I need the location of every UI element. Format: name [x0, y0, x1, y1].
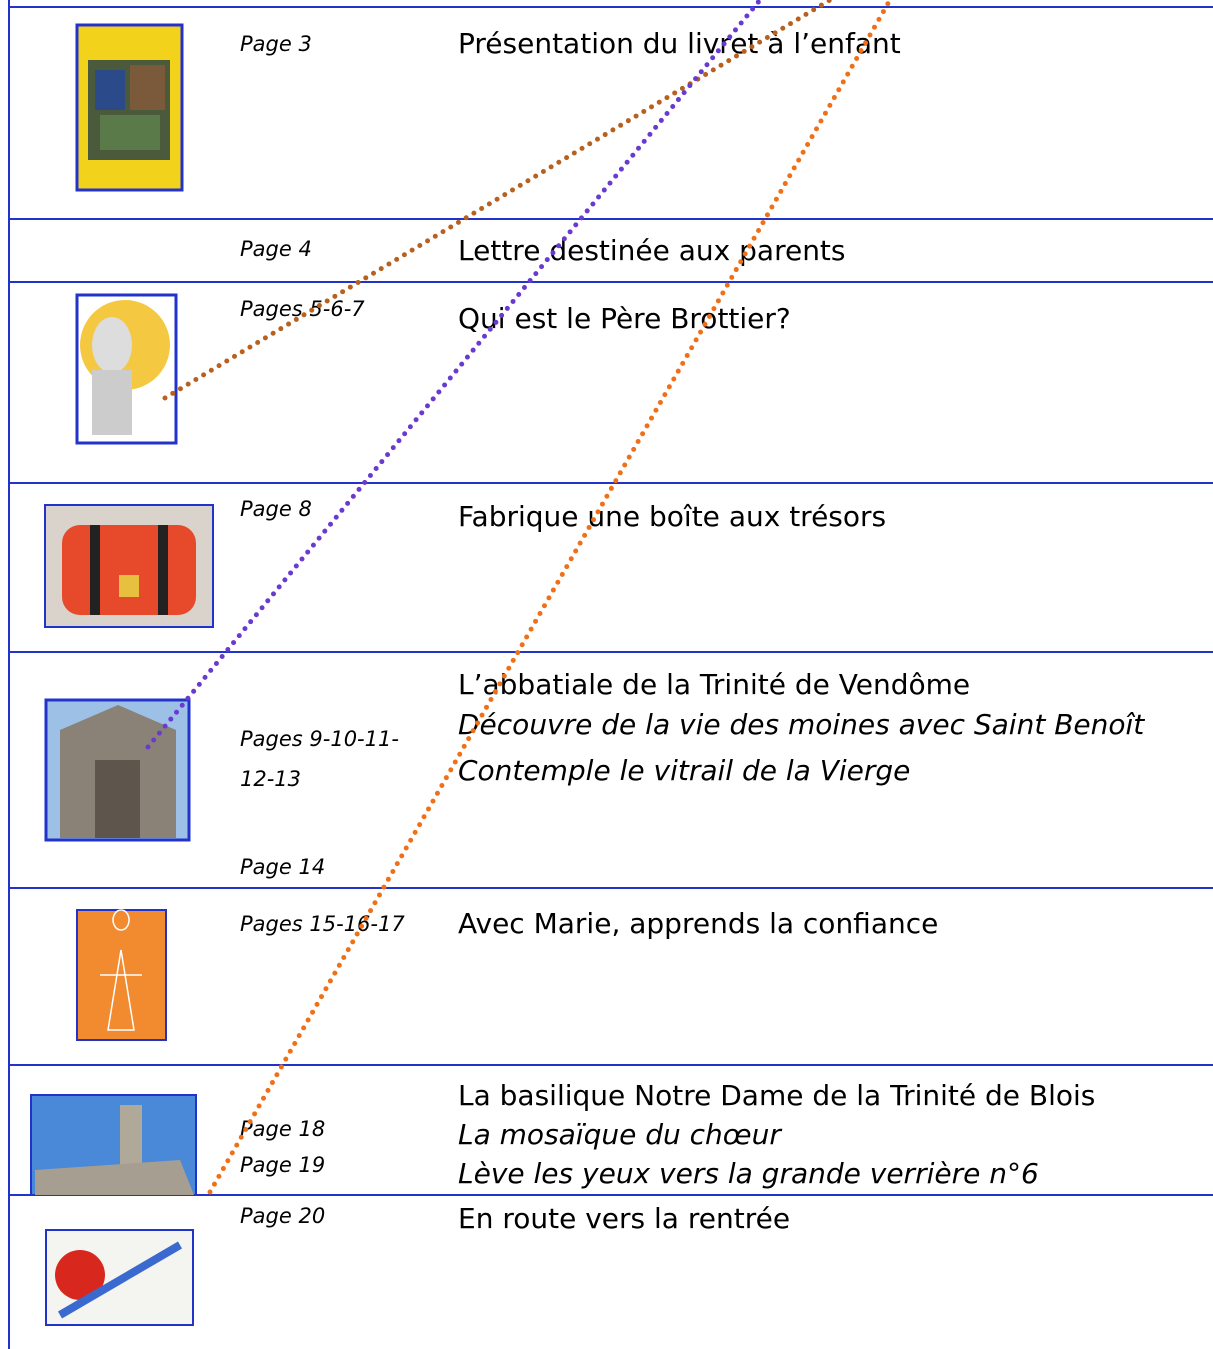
basilica-image	[30, 1094, 197, 1196]
section-title: Qui est le Père Brottier?	[458, 302, 791, 335]
mary-image	[76, 909, 167, 1041]
chest-image	[44, 504, 214, 628]
thumbnails	[30, 23, 214, 1326]
page-label: Page 3	[240, 32, 312, 56]
table-rules	[8, 0, 1213, 1349]
page-label: Page 14	[240, 855, 325, 879]
page-label: Pages 15-16-17	[240, 912, 405, 936]
page-label: Page 20	[240, 1204, 325, 1228]
section-titles: Présentation du livret à l’enfant Lettre…	[458, 27, 1145, 1235]
section-subtitle: Contemple le vitrail de la Vierge	[458, 754, 910, 787]
section-title: Avec Marie, apprends la confiance	[458, 907, 938, 940]
section-subtitle: Lève les yeux vers la grande verrière n°…	[458, 1157, 1039, 1190]
page-label: Page 18	[240, 1117, 325, 1141]
page-label: Page 4	[240, 237, 312, 261]
school-image	[45, 1229, 194, 1326]
section-title: En route vers la rentrée	[458, 1202, 790, 1235]
section-subtitle: La mosaïque du chœur	[458, 1118, 782, 1151]
page-labels: Page 3 Page 4 Pages 5-6-7 Page 8 Pages 9…	[240, 32, 405, 1228]
brottier-image	[75, 293, 178, 445]
booklet-image	[75, 23, 184, 192]
section-title: La basilique Notre Dame de la Trinité de…	[458, 1079, 1095, 1112]
dotted-line	[162, 0, 833, 401]
page-label: Page 19	[240, 1153, 325, 1177]
section-title: Lettre destinée aux parents	[458, 234, 846, 267]
cathedral-image	[44, 698, 191, 842]
section-title: Fabrique une boîte aux trésors	[458, 500, 886, 533]
page-label: Page 8	[240, 497, 312, 521]
dotted-line	[145, 0, 763, 750]
section-subtitle: Découvre de la vie des moines avec Saint…	[458, 708, 1145, 741]
page-label: 12-13	[240, 767, 301, 791]
page-label: Pages 5-6-7	[240, 297, 365, 321]
dotted-routes	[145, 0, 893, 1195]
page-label: Pages 9-10-11-	[240, 727, 399, 751]
section-title: L’abbatiale de la Trinité de Vendôme	[458, 668, 970, 701]
section-title: Présentation du livret à l’enfant	[458, 27, 901, 60]
dotted-line	[207, 0, 893, 1195]
